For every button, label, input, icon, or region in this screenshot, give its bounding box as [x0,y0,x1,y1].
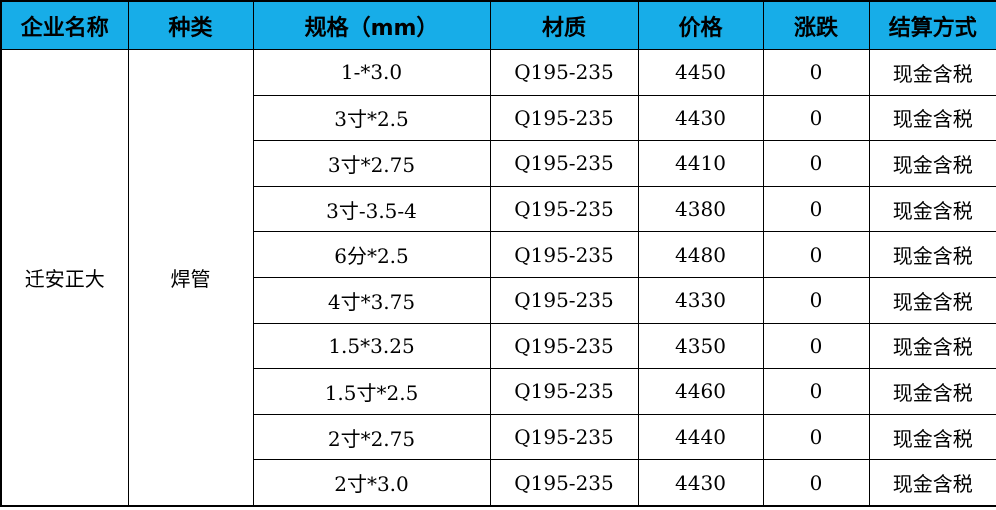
spec-cell: 3寸-3.5-4 [252,185,491,233]
table-row: 1.5寸*2.5 Q195-235 4460 0 现金含税 [1,368,996,415]
spec-cell: 3寸*2.75 [252,140,491,187]
table-row: 2寸*3.0 Q195-235 4430 0 现金含税 [1,459,996,507]
settlement-cell: 现金含税 [868,413,996,461]
change-cell: 0 [762,413,870,461]
table-row: 1.5*3.25 Q195-235 4350 0 现金含税 [1,322,996,370]
material-cell: Q195-235 [489,185,639,233]
table-row: 3寸-3.5-4 Q195-235 4380 0 现金含税 [1,185,996,233]
spec-cell: 1.5寸*2.5 [252,368,491,415]
header-category: 种类 [127,0,254,50]
header-price: 价格 [637,0,764,50]
spec-cell: 1.5*3.25 [252,322,491,370]
material-cell: Q195-235 [489,231,639,278]
spec-cell: 4寸*3.75 [252,276,491,324]
material-cell: Q195-235 [489,322,639,370]
change-cell: 0 [762,368,870,415]
change-cell: 0 [762,185,870,233]
price-cell: 4350 [637,322,764,370]
change-cell: 0 [762,49,870,96]
settlement-cell: 现金含税 [868,368,996,415]
material-cell: Q195-235 [489,413,639,461]
spec-cell: 2寸*3.0 [252,459,491,507]
settlement-cell: 现金含税 [868,49,996,96]
table-row: 6分*2.5 Q195-235 4480 0 现金含税 [1,231,996,278]
change-cell: 0 [762,276,870,324]
header-company: 企业名称 [0,0,129,50]
header-spec: 规格（mm） [252,0,491,50]
price-cell: 4480 [637,231,764,278]
spec-cell: 1-*3.0 [252,49,491,96]
category-cell: 焊管 [127,48,254,507]
change-cell: 0 [762,94,870,142]
company-cell: 迁安正大 [0,48,129,507]
material-cell: Q195-235 [489,49,639,96]
price-cell: 4430 [637,459,764,507]
material-cell: Q195-235 [489,276,639,324]
header-row: 企业名称 种类 规格（mm） 材质 价格 涨跌 结算方式 [0,0,996,50]
material-cell: Q195-235 [489,459,639,507]
price-cell: 4330 [637,276,764,324]
price-cell: 4410 [637,140,764,187]
header-settlement: 结算方式 [868,0,996,50]
change-cell: 0 [762,322,870,370]
material-cell: Q195-235 [489,368,639,415]
settlement-cell: 现金含税 [868,94,996,142]
settlement-cell: 现金含税 [868,276,996,324]
price-cell: 4460 [637,368,764,415]
change-cell: 0 [762,140,870,187]
settlement-cell: 现金含税 [868,459,996,507]
settlement-cell: 现金含税 [868,185,996,233]
change-cell: 0 [762,459,870,507]
price-cell: 4440 [637,413,764,461]
spec-cell: 6分*2.5 [252,231,491,278]
material-cell: Q195-235 [489,140,639,187]
material-cell: Q195-235 [489,94,639,142]
table-row: 3寸*2.75 Q195-235 4410 0 现金含税 [1,140,996,187]
settlement-cell: 现金含税 [868,140,996,187]
price-cell: 4380 [637,185,764,233]
table-row: 迁安正大 焊管 1-*3.0 Q195-235 4450 0 现金含税 [0,48,996,507]
header-material: 材质 [489,0,639,50]
header-change: 涨跌 [762,0,870,50]
price-cell: 4430 [637,94,764,142]
settlement-cell: 现金含税 [868,231,996,278]
settlement-cell: 现金含税 [868,322,996,370]
price-cell: 4450 [637,49,764,96]
spec-cell: 2寸*2.75 [252,413,491,461]
spec-cell: 3寸*2.5 [252,94,491,142]
change-cell: 0 [762,231,870,278]
